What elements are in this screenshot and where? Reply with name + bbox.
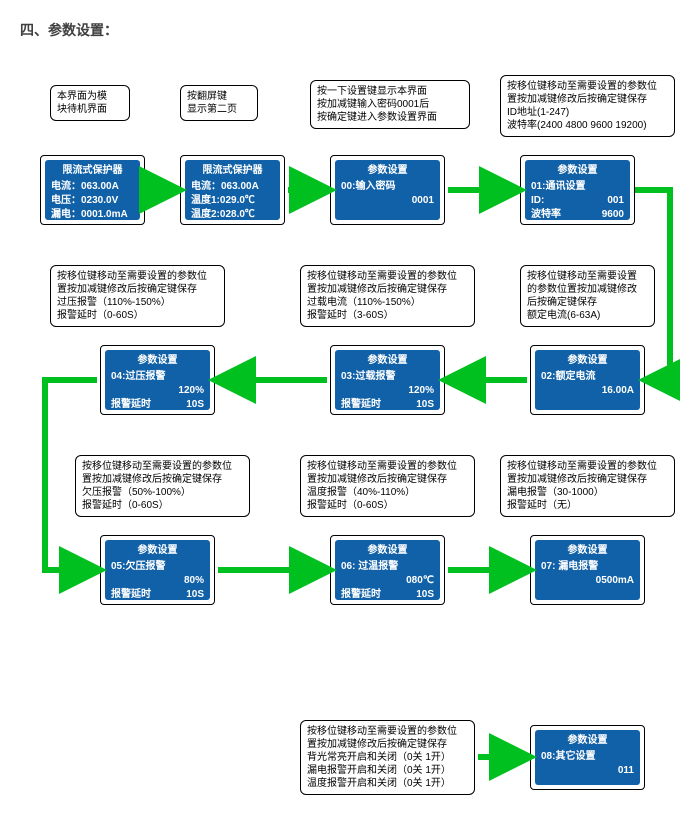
arrows bbox=[10, 60, 680, 820]
section-title: 四、参数设置： bbox=[20, 20, 680, 40]
flow-canvas: 本界面为模 块待机界面 按翻屏键 显示第二页 按一下设置键显示本界面 按加减键输… bbox=[10, 60, 680, 820]
